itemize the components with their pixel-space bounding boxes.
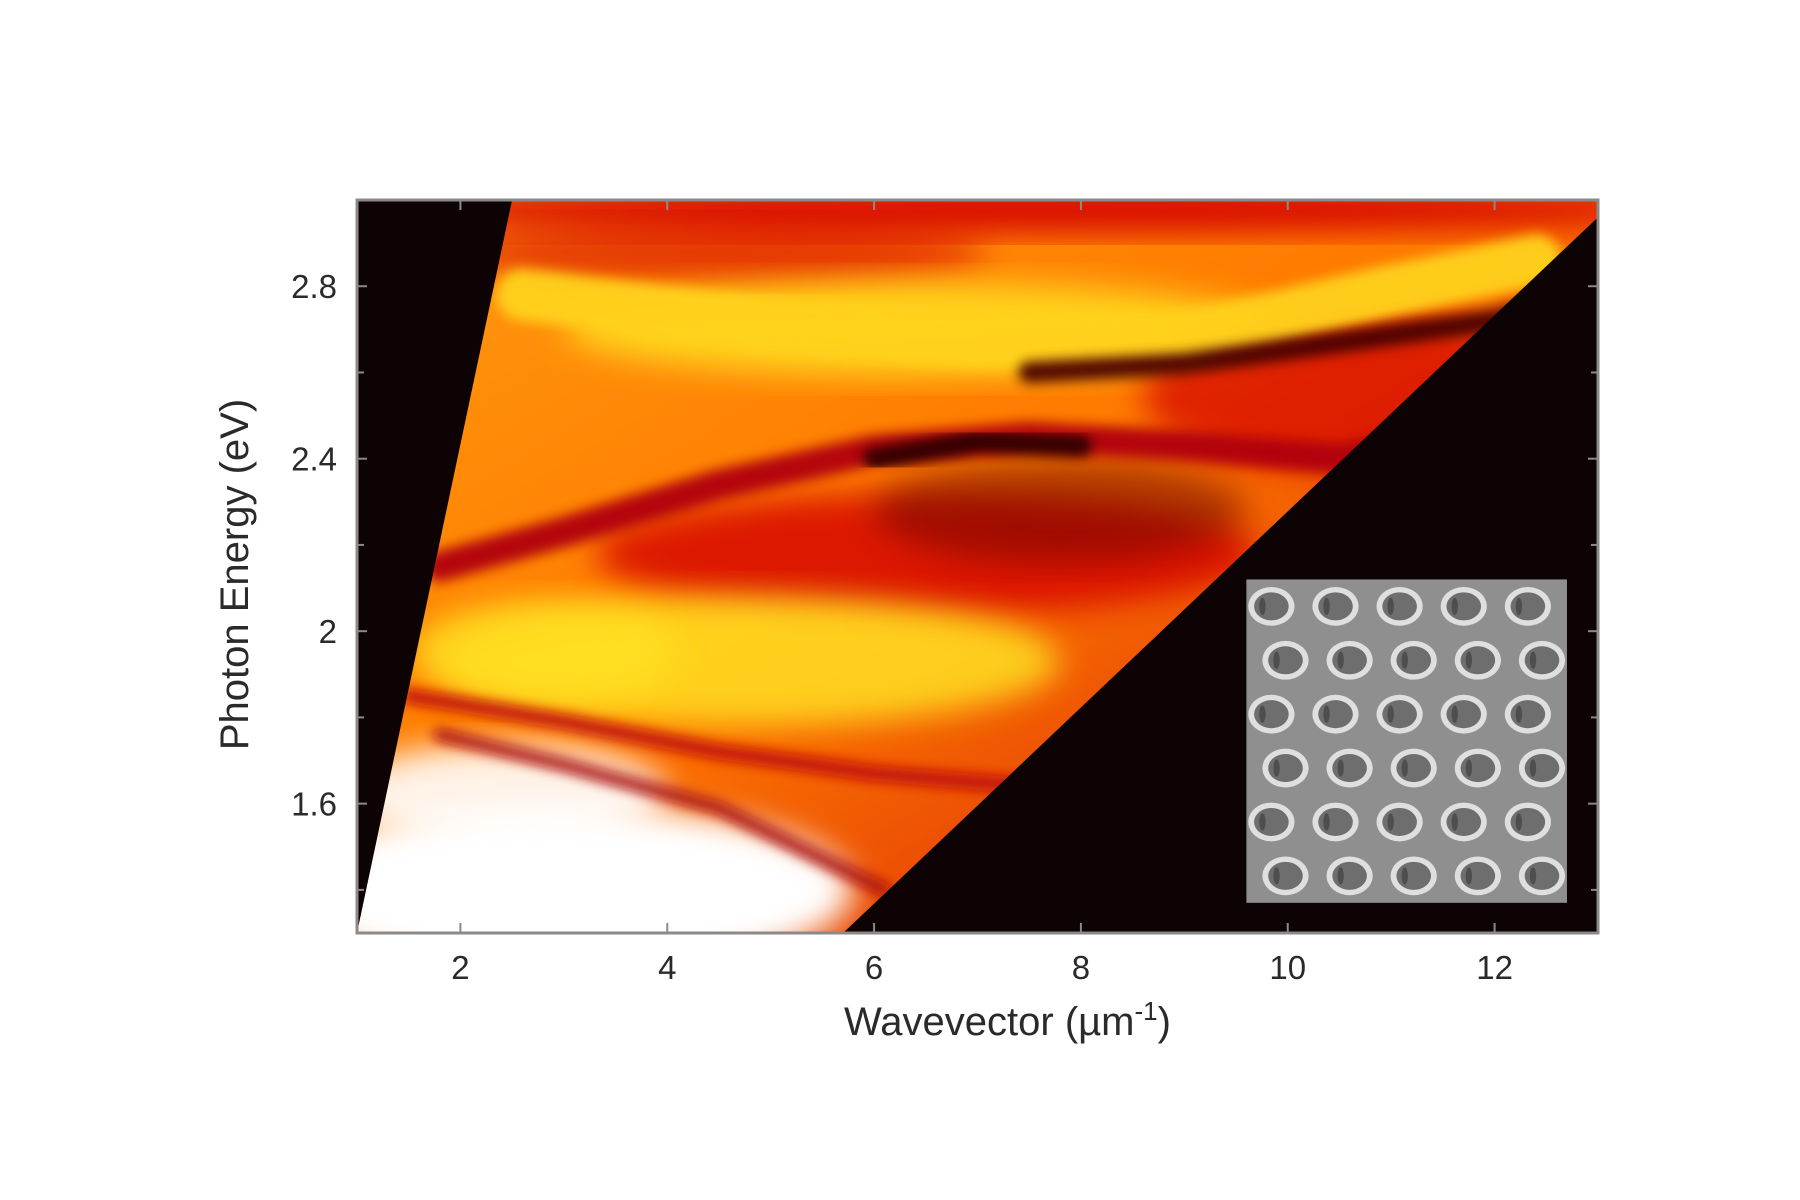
inset-hole [1504,802,1551,842]
inset-hole-shadow [1337,651,1344,669]
x-axis-label-superscript: -1 [1135,996,1158,1026]
inset-hole-shadow [1515,705,1523,723]
red-top-edge [357,200,1598,235]
inset-hole [1326,748,1373,788]
inset-hole [1518,748,1566,788]
inset-hole [1440,694,1487,734]
x-tick-label: 2 [451,949,469,986]
inset-hole [1376,802,1423,842]
inset-hole-shadow [1465,651,1473,669]
inset-hole [1440,586,1487,626]
inset-hole-shadow [1387,597,1394,616]
inset-hole-shadow [1515,813,1523,831]
inset-hole [1326,856,1373,896]
x-axis-label-end: ) [1158,1000,1171,1044]
inset-hole-shadow [1273,867,1280,885]
y-tick-label: 2.4 [291,441,337,478]
plot-area [355,198,1600,935]
inset-hole [1454,748,1501,788]
inset-hole-shadow [1323,813,1330,831]
inset-hole-shadow [1273,651,1280,669]
inset-hole [1326,640,1373,680]
inset-hole-shadow [1465,759,1473,777]
inset-hole-shadow [1337,867,1344,885]
inset-hole [1312,586,1359,626]
inset-hole [1248,586,1295,626]
inset-hole [1376,586,1423,626]
inset-hole [1376,694,1423,734]
inset-hole-shadow [1451,813,1458,831]
x-tick-label: 8 [1072,949,1090,986]
inset-hole-shadow [1387,705,1394,723]
inset-hole [1390,748,1437,788]
x-axis: 2 4 6 8 10 12 [451,200,1513,986]
y-axis-label: Photon Energy (eV) [213,399,257,750]
red-band-diagonal [433,728,891,897]
sem-hole-array-inset [1246,579,1567,903]
upper-light-band [496,234,1562,369]
inset-hole [1262,748,1309,788]
inset-hole [1390,640,1437,680]
x-axis-label: Wavevector (µm-1) [844,996,1171,1044]
inset-hole-shadow [1323,705,1330,723]
inset-hole-shadow [1515,597,1523,616]
plot-frame [355,198,1600,935]
inset-hole-shadow [1529,867,1537,885]
inset-hole-shadow [1451,705,1458,723]
inset-hole-shadow [1529,759,1537,777]
y-tick-label: 1.6 [291,786,337,823]
inset-hole [1454,856,1501,896]
inset-hole [1312,802,1359,842]
inset-hole-shadow [1337,759,1344,777]
x-tick-label: 6 [865,949,883,986]
left-black-region [357,200,513,933]
inset-background [1246,579,1567,903]
x-tick-label: 4 [658,949,676,986]
dark-red-middle [874,458,1247,563]
inset-hole-shadow [1387,813,1394,831]
inset-hole-shadow [1401,759,1408,777]
y-axis: 1.6 2 2.4 2.8 [291,268,1598,891]
x-tick-label: 10 [1269,949,1306,986]
inset-hole [1454,640,1501,680]
inset-hole [1248,802,1295,842]
y-tick-label: 2 [319,613,337,650]
dark-core-middle [863,430,1092,470]
inset-hole [1248,694,1295,734]
inset-hole-shadow [1465,867,1473,885]
red-upper-glow [450,221,988,282]
inset-hole [1390,856,1437,896]
inset-hole [1504,586,1551,626]
inset-hole-shadow [1451,597,1458,616]
inset-hole [1262,856,1309,896]
inset-hole-shadow [1401,867,1408,885]
inset-hole-shadow [1259,705,1266,723]
inset-hole-shadow [1529,651,1537,669]
inset-hole [1518,640,1566,680]
x-tick-label: 12 [1476,949,1513,986]
inset-hole [1262,640,1309,680]
x-axis-label-main: Wavevector (µm [844,1000,1135,1044]
y-tick-label: 2.8 [291,268,337,305]
inset-hole [1440,802,1487,842]
inset-hole-shadow [1323,597,1330,616]
heatmap-content [357,200,1598,933]
inset-hole-shadow [1401,651,1408,669]
red-band-lower [401,688,1037,794]
inset-hole [1518,856,1566,896]
inset-hole [1312,694,1359,734]
inset-hole [1504,694,1551,734]
yellow-left-glow [408,600,678,705]
inset-hole-shadow [1259,813,1266,831]
inset-hole-shadow [1259,597,1266,616]
inset-hole-shadow [1273,759,1280,777]
